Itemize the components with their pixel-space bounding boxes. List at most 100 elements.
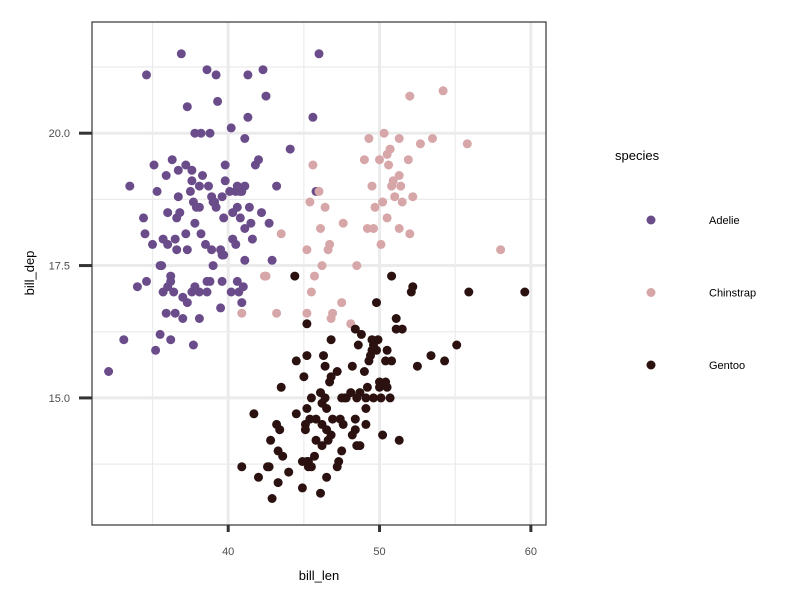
- data-point-adelie: [202, 287, 212, 297]
- data-point-gentoo: [408, 282, 418, 292]
- data-point-gentoo: [361, 393, 371, 403]
- data-point-gentoo: [284, 467, 294, 477]
- data-point-adelie: [185, 186, 195, 196]
- data-point-gentoo: [322, 472, 332, 482]
- data-point-gentoo: [275, 425, 285, 435]
- legend-label-gentoo: Gentoo: [709, 360, 745, 372]
- data-point-gentoo: [369, 393, 378, 403]
- data-point-adelie: [258, 65, 268, 75]
- data-point-chinstrap: [359, 155, 369, 165]
- legend-key-adelie: [646, 215, 656, 225]
- data-point-adelie: [152, 186, 162, 196]
- y-tick-label: 17.5: [49, 261, 70, 273]
- data-point-chinstrap: [305, 197, 315, 207]
- data-point-gentoo: [372, 345, 381, 355]
- data-point-chinstrap: [438, 86, 448, 96]
- legend-label-adelie: Adelie: [709, 215, 740, 227]
- data-point-gentoo: [387, 356, 397, 366]
- data-point-adelie: [182, 298, 192, 308]
- plot-background: [92, 22, 546, 525]
- data-point-adelie: [161, 171, 171, 180]
- data-point-gentoo: [297, 483, 307, 493]
- data-point-chinstrap: [310, 271, 319, 281]
- data-point-adelie: [182, 245, 192, 255]
- data-point-adelie: [155, 329, 165, 339]
- data-point-gentoo: [353, 340, 363, 350]
- data-point-chinstrap: [379, 128, 389, 138]
- data-point-chinstrap: [320, 202, 330, 212]
- data-point-adelie: [166, 335, 176, 345]
- data-point-chinstrap: [428, 134, 437, 143]
- data-point-adelie: [194, 202, 204, 212]
- data-point-adelie: [175, 208, 185, 218]
- data-point-gentoo: [520, 287, 530, 297]
- y-axis-ticks: 15.0 17.5 20.0: [49, 128, 92, 405]
- data-point-chinstrap: [375, 155, 384, 165]
- data-point-gentoo: [397, 324, 407, 334]
- data-point-adelie: [240, 134, 250, 143]
- plot-border: [91, 21, 547, 526]
- data-point-chinstrap: [237, 308, 247, 318]
- data-point-chinstrap: [316, 224, 325, 233]
- legend-label-chinstrap: Chinstrap: [709, 288, 756, 300]
- data-point-gentoo: [310, 451, 319, 461]
- data-point-adelie: [308, 112, 318, 122]
- data-point-adelie: [187, 176, 197, 186]
- data-point-adelie: [232, 202, 242, 212]
- data-point-adelie: [235, 213, 245, 223]
- data-point-adelie: [285, 144, 295, 154]
- data-point-gentoo: [326, 372, 336, 382]
- data-point-adelie: [194, 314, 204, 323]
- data-point-chinstrap: [384, 160, 394, 170]
- data-point-adelie: [207, 245, 217, 255]
- data-point-gentoo: [326, 335, 336, 345]
- data-point-adelie: [142, 70, 151, 80]
- data-point-adelie: [181, 160, 191, 170]
- data-point-chinstrap: [390, 192, 400, 202]
- data-point-adelie: [257, 208, 266, 218]
- data-point-chinstrap: [405, 229, 415, 239]
- data-point-adelie: [219, 213, 229, 223]
- data-point-gentoo: [355, 441, 365, 451]
- data-point-adelie: [240, 224, 250, 233]
- data-point-gentoo: [464, 287, 474, 297]
- data-point-adelie: [188, 340, 198, 350]
- data-point-gentoo: [273, 478, 283, 488]
- data-point-adelie: [261, 91, 271, 101]
- data-point-adelie: [125, 181, 135, 191]
- data-point-gentoo: [391, 314, 401, 323]
- data-point-gentoo: [311, 414, 321, 424]
- data-point-adelie: [243, 70, 253, 80]
- data-point-adelie: [194, 287, 204, 297]
- data-point-chinstrap: [405, 91, 415, 101]
- data-point-chinstrap: [394, 224, 404, 233]
- data-point-chinstrap: [367, 181, 377, 191]
- data-point-chinstrap: [261, 271, 271, 281]
- data-point-chinstrap: [276, 229, 286, 239]
- data-point-adelie: [232, 276, 242, 286]
- data-point-gentoo: [291, 356, 301, 366]
- data-point-chinstrap: [415, 139, 425, 149]
- data-point-chinstrap: [388, 176, 398, 186]
- data-point-gentoo: [302, 404, 312, 413]
- data-point-gentoo: [237, 462, 247, 472]
- data-point-gentoo: [267, 494, 277, 503]
- data-point-chinstrap: [352, 261, 362, 271]
- data-point-adelie: [167, 155, 177, 165]
- data-point-gentoo: [266, 435, 276, 445]
- data-point-chinstrap: [385, 144, 395, 154]
- data-point-adelie: [173, 192, 183, 202]
- data-point-gentoo: [412, 361, 422, 371]
- data-point-chinstrap: [328, 308, 338, 318]
- data-point-gentoo: [319, 351, 328, 361]
- data-point-adelie: [219, 250, 229, 260]
- data-point-gentoo: [302, 351, 312, 361]
- data-point-gentoo: [306, 393, 316, 403]
- data-point-adelie: [211, 70, 221, 80]
- data-point-gentoo: [382, 345, 392, 355]
- data-point-gentoo: [317, 441, 327, 451]
- data-point-gentoo: [278, 451, 288, 461]
- data-point-gentoo: [311, 435, 321, 445]
- data-point-adelie: [163, 208, 173, 218]
- data-point-chinstrap: [302, 245, 312, 255]
